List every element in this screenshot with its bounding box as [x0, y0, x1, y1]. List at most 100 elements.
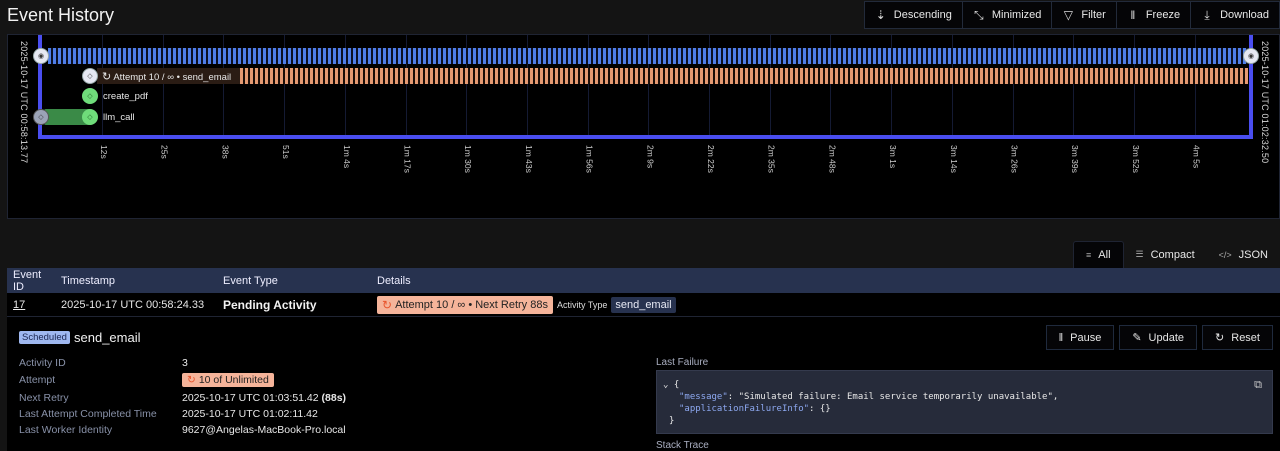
timeline-gridline [1133, 35, 1135, 135]
timeline-gridline [830, 35, 832, 135]
field-value: 2025-10-17 UTC 01:03:51.42 [182, 392, 319, 404]
timeline-gridline [769, 35, 771, 135]
col-event-id: Event ID [13, 268, 42, 293]
download-button[interactable]: ⤓ Download [1190, 2, 1279, 28]
json-key: "message" [679, 392, 728, 402]
timeline-gridline [648, 35, 650, 135]
timeline-tick-label: 4m 5s [1191, 145, 1202, 169]
update-button[interactable]: ✎ Update [1119, 325, 1198, 350]
retry-badge-text: Attempt 10 / ∞ • Next Retry 88s [395, 298, 548, 311]
stack-trace-label: Stack Trace [656, 440, 709, 451]
minimized-button[interactable]: ⤡ Minimized [961, 2, 1052, 28]
reset-button[interactable]: ↻ Reset [1202, 325, 1273, 350]
button-label: Update [1148, 331, 1185, 344]
table-row[interactable]: 17 2025-10-17 UTC 00:58:24.33 Pending Ac… [7, 293, 1280, 317]
pending-activity-detail: Scheduled send_email Activity ID 3 Attemp… [7, 317, 1280, 451]
button-label: Freeze [1145, 9, 1181, 21]
timeline-tick-label: 3m 52s [1130, 145, 1141, 173]
event-id-link[interactable]: 17 [13, 298, 26, 311]
timeline-gridline [709, 35, 710, 135]
sort-descending-button[interactable]: ⇣ Descending [864, 2, 962, 28]
filter-icon: ▽ [1063, 8, 1073, 22]
timeline-gridline [526, 35, 528, 135]
field-value: 10 of Unlimited [198, 374, 269, 386]
button-label: Download [1220, 9, 1269, 21]
retry-badge: ↻ Attempt 10 / ∞ • Next Retry 88s [377, 295, 553, 314]
collapse-chevron-icon[interactable]: ⌄ [663, 380, 669, 390]
timeline-tick-label: 3m 1s [888, 145, 899, 169]
last-failure-label: Last Failure [656, 357, 709, 368]
download-icon: ⤓ [1204, 7, 1210, 22]
field-attempt: Attempt ↻ 10 of Unlimited [19, 373, 274, 387]
event-timestamp: 2025-10-17 UTC 00:58:24.33 [61, 298, 205, 311]
json-key: "applicationFailureInfo" [679, 404, 810, 414]
activity-node-icon[interactable]: ◇ [82, 88, 98, 104]
timeline-gridline [344, 35, 346, 135]
field-value: 9627@Angelas-MacBook-Pro.local [182, 424, 346, 436]
timeline-tick-label: 1m 56s [584, 145, 595, 173]
field-value: 3 [182, 357, 188, 369]
tab-compact[interactable]: ☰ Compact [1124, 241, 1207, 268]
llm-call-bar[interactable] [44, 109, 92, 125]
timeline-tick-label: 2m 35s [766, 145, 777, 173]
timeline-tick-label: 38s [220, 145, 231, 159]
tab-all[interactable]: ≡ All [1073, 241, 1124, 268]
activity-node-icon[interactable]: ◇ [82, 109, 98, 125]
timeline-gridline [284, 35, 286, 135]
timeline-tick-label: 12s [99, 145, 109, 159]
llm-start-node-icon[interactable]: ◇ [33, 109, 49, 125]
workflow-bar[interactable] [48, 48, 1248, 64]
event-details: ↻ Attempt 10 / ∞ • Next Retry 88s Activit… [371, 295, 1280, 314]
last-failure-json[interactable]: ⌄ { "message": "Simulated failure: Email… [656, 370, 1273, 434]
workflow-end-node-icon[interactable]: ◉ [1243, 48, 1259, 64]
activity-node-icon[interactable]: ◇ [82, 68, 98, 84]
col-event-type: Event Type [223, 274, 278, 287]
workflow-start-node-icon[interactable]: ◉ [33, 48, 49, 64]
timeline-tick-label: 25s [159, 145, 170, 159]
timeline-gridline [405, 35, 407, 135]
button-label: Descending [893, 9, 952, 21]
timeline-gridline [466, 35, 468, 135]
pencil-icon: ✎ [1132, 332, 1142, 344]
timeline-gridline [102, 35, 103, 135]
timeline-tick-label: 3m 26s [1009, 145, 1020, 173]
timeline-tick-label: 3m 39s [1070, 145, 1081, 173]
retry-icon: ↻ [102, 71, 112, 83]
timeline-tick-label: 2m 48s [827, 145, 838, 173]
timeline-row-label: create_pdf [103, 91, 148, 102]
activity-retry-bar[interactable] [240, 68, 1248, 84]
timeline-gridline [1194, 35, 1196, 135]
sort-descending-icon: ⇣ [875, 8, 886, 22]
retry-bar-label-bg [97, 68, 240, 84]
timeline-end-label: 2025-10-17 UTC 01:02:32.50 [1260, 41, 1270, 164]
compact-icon: ☰ [1135, 249, 1144, 259]
reset-icon: ↻ [1215, 332, 1225, 344]
field-key: Attempt [19, 374, 56, 386]
retry-countdown: (88s) [321, 392, 347, 404]
status-badge: Scheduled [19, 331, 70, 344]
event-type: Pending Activity [223, 297, 317, 312]
copy-icon[interactable]: ⧉ [1254, 378, 1262, 391]
timeline-gridline [891, 35, 893, 135]
button-label: Filter [1081, 9, 1106, 21]
retry-icon: ↻ [187, 374, 196, 386]
code-icon: </> [1218, 249, 1232, 260]
field-key: Last Attempt Completed Time [19, 408, 157, 420]
field-worker-identity: Last Worker Identity 9627@Angelas-MacBook… [19, 424, 346, 436]
freeze-button[interactable]: ‖ Freeze [1115, 2, 1191, 28]
timeline-tick-label: 1m 4s [341, 145, 352, 169]
activity-type-value: send_email [611, 296, 676, 313]
pause-icon: ‖ [1058, 331, 1064, 344]
timeline-gridline [162, 35, 164, 135]
view-mode-tabs: ≡ All ☰ Compact </> JSON [1073, 241, 1280, 268]
timeline-gridline [1073, 35, 1075, 135]
pause-button[interactable]: ‖ Pause [1045, 325, 1115, 350]
field-activity-id: Activity ID 3 [19, 357, 188, 369]
tab-json[interactable]: </> JSON [1207, 241, 1280, 268]
timeline-start-label: 2025-10-17 UTC 00:58:13.77 [19, 41, 29, 164]
event-timeline[interactable]: 2025-10-17 UTC 00:58:13.77 2025-10-17 UT… [7, 34, 1280, 219]
filter-button[interactable]: ▽ Filter [1051, 2, 1116, 28]
tab-label: All [1098, 249, 1111, 261]
timeline-row-label: llm_call [103, 112, 135, 123]
timeline-tick-label: 2m 22s [706, 145, 716, 173]
